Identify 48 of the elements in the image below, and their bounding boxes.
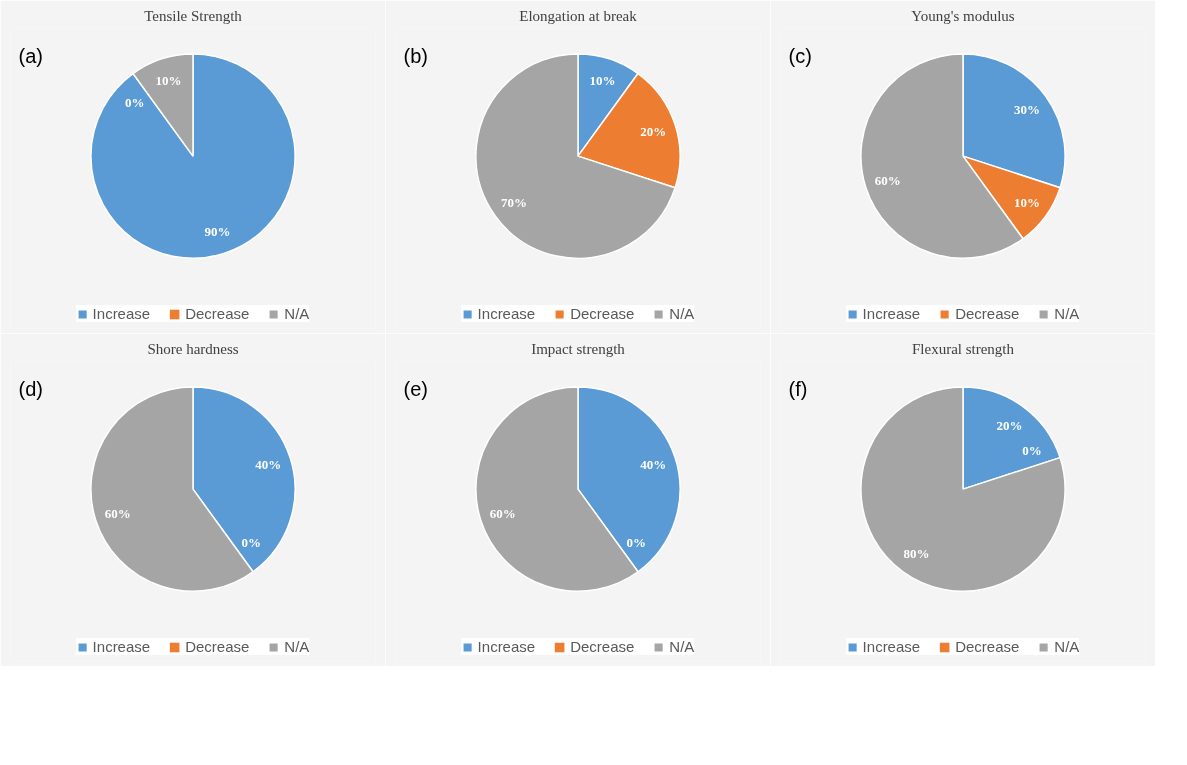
legend-label: Decrease: [570, 638, 635, 655]
text: (f): [788, 377, 808, 400]
text: (e): [403, 377, 428, 400]
chart-title: Elongation at break: [519, 7, 638, 24]
data-label: 60%: [489, 506, 516, 522]
text: 0%: [1022, 442, 1042, 458]
data-label: 80%: [903, 545, 930, 561]
data-label: 70%: [500, 195, 527, 211]
legend-label: Increase: [477, 638, 536, 655]
data-label: 10%: [1014, 195, 1041, 211]
text: (b): [403, 44, 428, 67]
data-label: 40%: [255, 457, 282, 473]
text: 0%: [241, 535, 262, 551]
data-label: 20%: [996, 417, 1023, 433]
legend-label: Decrease: [955, 305, 1020, 322]
data-label: 20%: [640, 124, 667, 140]
legend-label: N/A: [669, 638, 695, 655]
text: (c): [788, 44, 812, 67]
legend-label: Decrease: [185, 638, 250, 655]
data-label: 40%: [640, 457, 667, 473]
text: (a): [18, 44, 43, 67]
legend-label: Increase: [92, 305, 151, 322]
legend-label: Increase: [92, 638, 151, 655]
legend-label: Decrease: [955, 638, 1020, 655]
data-label: 10%: [155, 73, 182, 89]
chart-title: Tensile Strength: [144, 7, 243, 24]
data-label: 60%: [104, 506, 131, 522]
legend-label: N/A: [284, 638, 310, 655]
legend-label: N/A: [1054, 305, 1080, 322]
legend-label: Increase: [862, 638, 921, 655]
text: 0%: [626, 535, 647, 551]
chart-title: Young's modulus: [911, 7, 1015, 24]
legend-label: N/A: [669, 305, 695, 322]
legend-label: Increase: [477, 305, 536, 322]
data-label: 60%: [874, 173, 901, 189]
legend-label: Decrease: [570, 305, 635, 322]
chart-title: Flexural strength: [911, 340, 1015, 357]
chart-title: Impact strength: [531, 340, 626, 357]
data-label: 10%: [589, 73, 616, 89]
data-label: 30%: [1014, 102, 1041, 118]
text: 0%: [124, 95, 145, 111]
legend-label: N/A: [1054, 638, 1080, 655]
legend-label: N/A: [284, 305, 310, 322]
chart-title: Shore hardness: [147, 340, 239, 357]
legend-label: Decrease: [185, 305, 250, 322]
text: (d): [18, 377, 43, 400]
data-label: 90%: [204, 223, 231, 239]
legend-label: Increase: [862, 305, 921, 322]
